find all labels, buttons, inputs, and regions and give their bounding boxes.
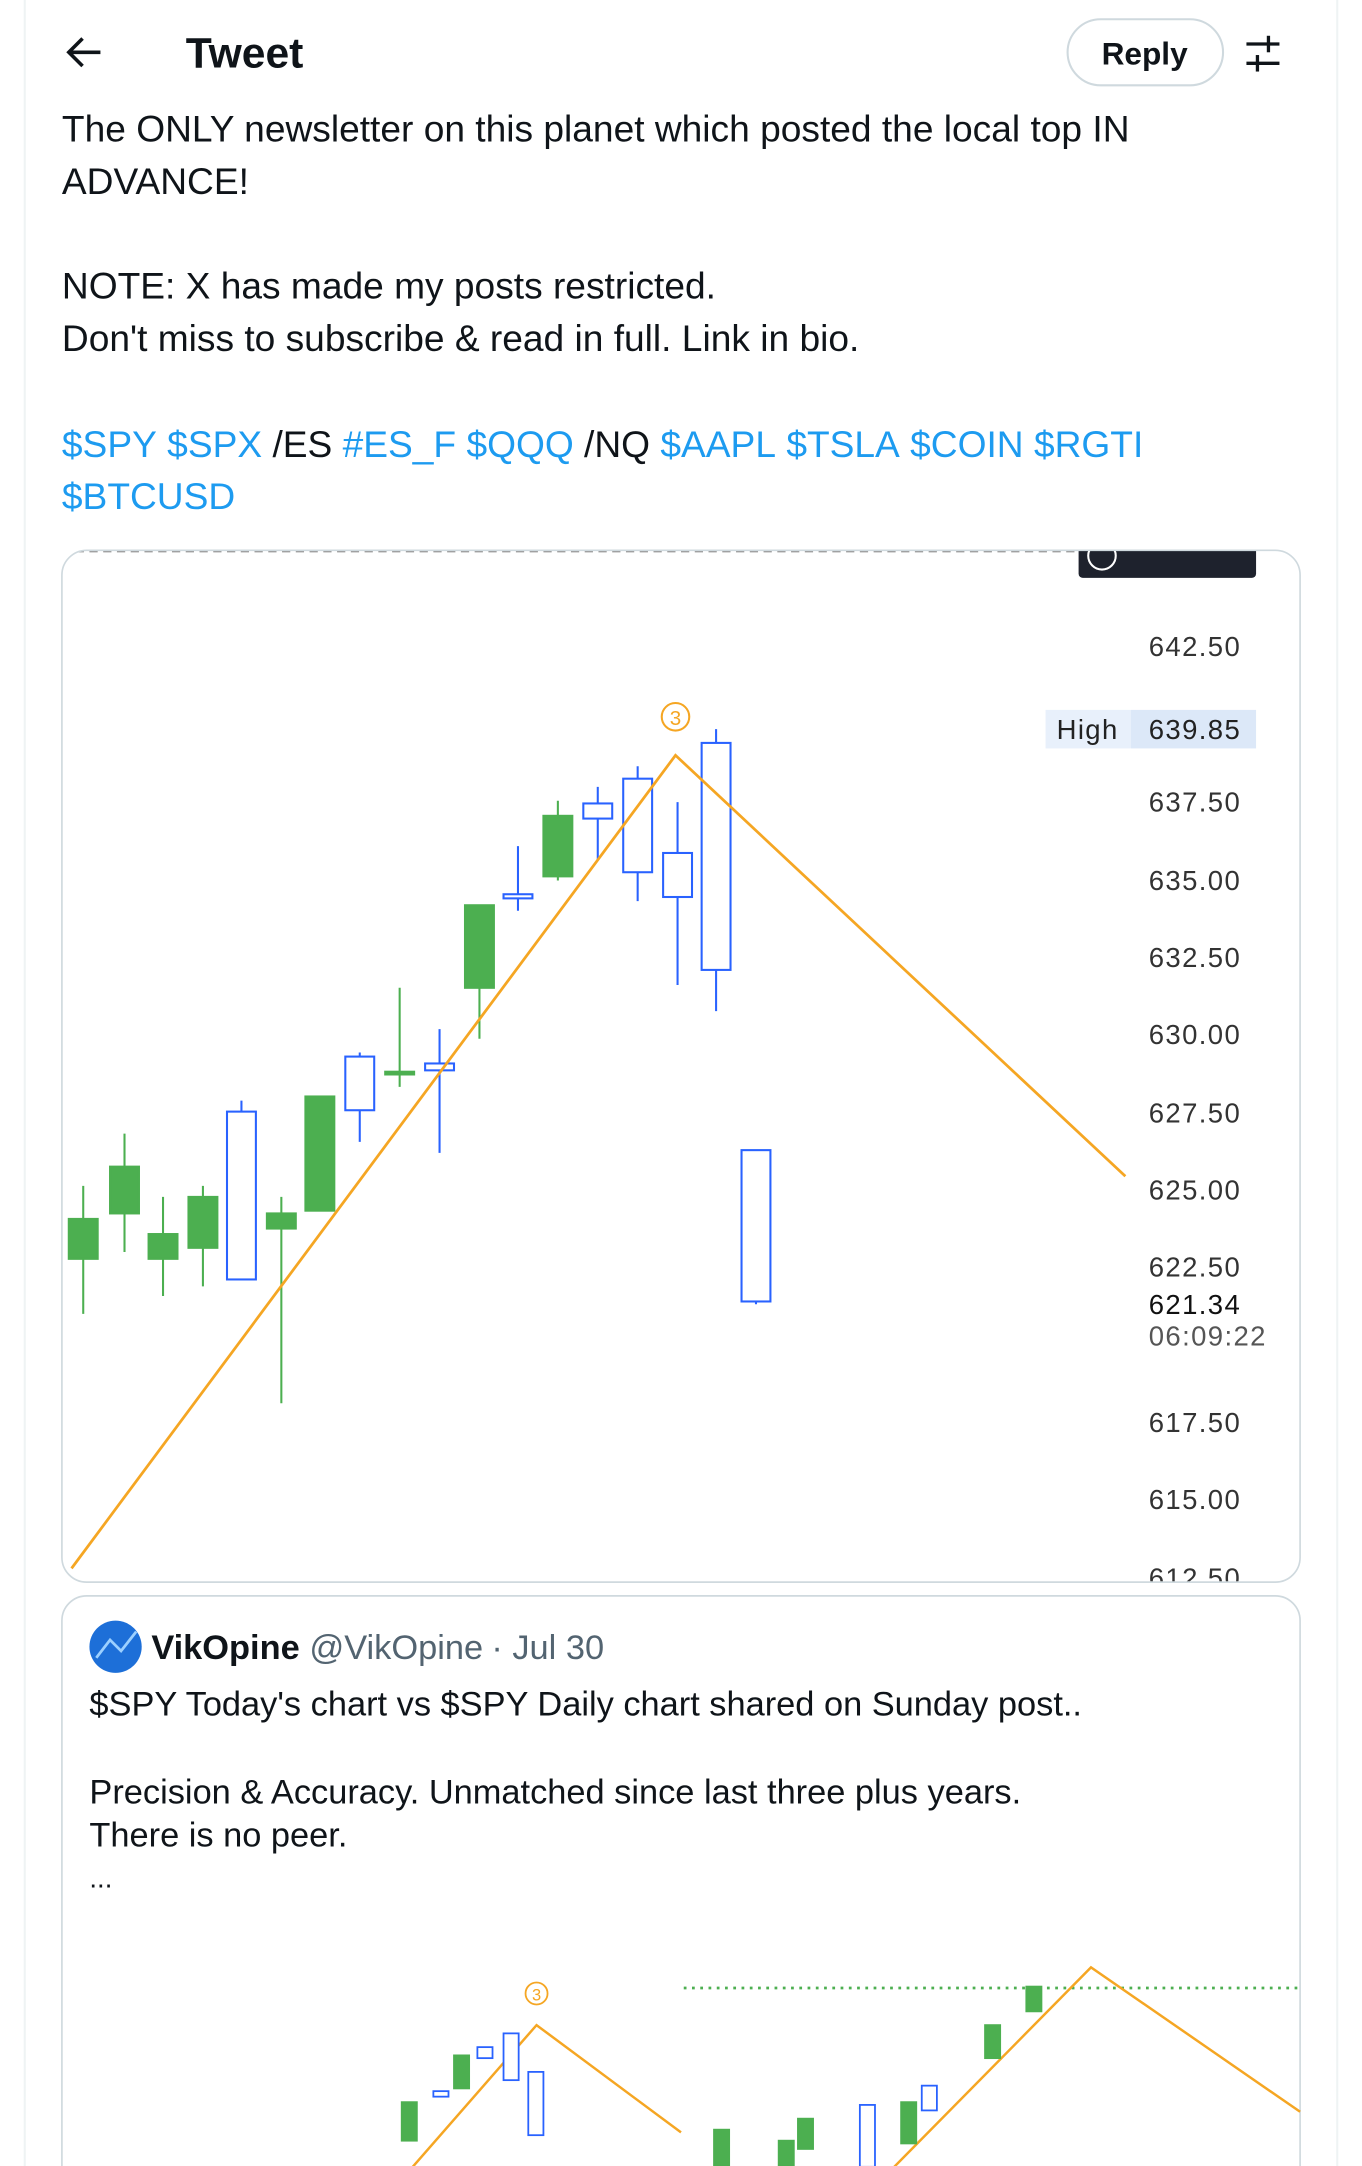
quoted-chart: 3 [400, 1965, 1301, 2166]
high-label: High [1057, 714, 1119, 745]
candle [147, 1233, 179, 1260]
price-label: 612.50 [1149, 1563, 1241, 1594]
countdown: 06:09:22 [1149, 1320, 1267, 1351]
reply-label: Reply [1102, 36, 1189, 72]
high-value: 639.85 [1149, 714, 1241, 745]
candle [463, 904, 495, 989]
candle [582, 802, 614, 820]
price-label: 630.00 [1149, 1019, 1241, 1050]
tag: $TSLA [786, 423, 900, 465]
marker: 3 [670, 707, 681, 730]
candle [542, 814, 574, 878]
price-label: 637.50 [1149, 787, 1241, 818]
reply-button[interactable] [1066, 18, 1225, 87]
tag: /ES [272, 423, 332, 465]
tag: $BTCUSD [62, 475, 235, 517]
price-label: 632.50 [1149, 942, 1241, 973]
candle [502, 893, 534, 900]
candle [476, 2046, 494, 2060]
candle [344, 1055, 376, 1112]
candle [797, 2117, 814, 2150]
tag: /NQ [584, 423, 650, 465]
marker: 3 [532, 1986, 541, 2004]
current-price: 621.34 [1149, 1289, 1241, 1320]
candle [713, 2128, 731, 2166]
tag: $RGTI [1034, 423, 1143, 465]
candle [424, 1062, 456, 1072]
candle [662, 851, 694, 899]
quoted-text: There is no peer. [89, 1816, 347, 1854]
price-label: 635.00 [1149, 865, 1241, 896]
chart-image[interactable]: 3 642.50 637.50 635.00 632.50 630.00 627.50 62… [61, 537, 1301, 1594]
candle [740, 1149, 772, 1303]
price-label: 642.50 [1149, 631, 1241, 662]
candle [109, 1165, 140, 1215]
candle [984, 2024, 1002, 2060]
quoted-text: ... [89, 1863, 112, 1894]
back-button[interactable] [66, 37, 101, 68]
tweet-text: ADVANCE! [62, 160, 249, 202]
candle [400, 2101, 418, 2142]
candle [858, 2104, 876, 2166]
candle [502, 2032, 520, 2082]
candle [453, 2054, 471, 2090]
candle [900, 2101, 918, 2145]
tags: $SPY $SPX /ES #ES_F $QQQ /NQ $AAPL $TSLA… [62, 423, 1143, 465]
quoted-text: Precision & Accuracy. Unmatched since la… [89, 1774, 1021, 1812]
quoted-text: $SPY Today's chart vs $SPY Daily chart s… [89, 1686, 1082, 1724]
price-label: 615.00 [1149, 1484, 1241, 1515]
price-label: 617.50 [1149, 1407, 1241, 1438]
quoted-header: VikOpine @VikOpine · Jul 30 [151, 1629, 604, 1667]
candle [384, 1070, 416, 1076]
candle [67, 1217, 99, 1260]
header-title: Tweet [186, 29, 304, 77]
quoted-date: · Jul 30 [491, 1629, 604, 1667]
tag: $SPY [62, 423, 157, 465]
tag: $AAPL [660, 423, 776, 465]
quoted-handle: @VikOpine [309, 1629, 483, 1667]
card-border [61, 549, 1301, 1583]
quoted-name: VikOpine [151, 1629, 299, 1667]
settings-icon[interactable] [1246, 35, 1280, 72]
tweet-text: Don't miss to subscribe & read in full. … [62, 317, 859, 359]
tweet-text: NOTE: X has made my posts restricted. [62, 265, 716, 307]
tag: $QQQ [466, 423, 573, 465]
candle [777, 2139, 795, 2166]
candle [1025, 1985, 1043, 2013]
candle [187, 1195, 219, 1249]
tag: $COIN [910, 423, 1023, 465]
price-label: 627.50 [1149, 1098, 1241, 1129]
candle [527, 2071, 545, 2137]
tag: #ES_F [343, 423, 457, 465]
quoted-card[interactable] [61, 1595, 1301, 2166]
candle [225, 1110, 257, 1281]
candle [304, 1095, 336, 1212]
tags: $BTCUSD [62, 475, 235, 517]
candle [265, 1212, 297, 1230]
price-label: 622.50 [1149, 1252, 1241, 1283]
tweet-text: The ONLY newsletter on this planet which… [62, 108, 1130, 150]
price-label: 625.00 [1149, 1175, 1241, 1206]
tag: $SPX [167, 423, 262, 465]
candle [920, 2084, 938, 2112]
candle [700, 741, 732, 971]
candle [432, 2090, 450, 2098]
